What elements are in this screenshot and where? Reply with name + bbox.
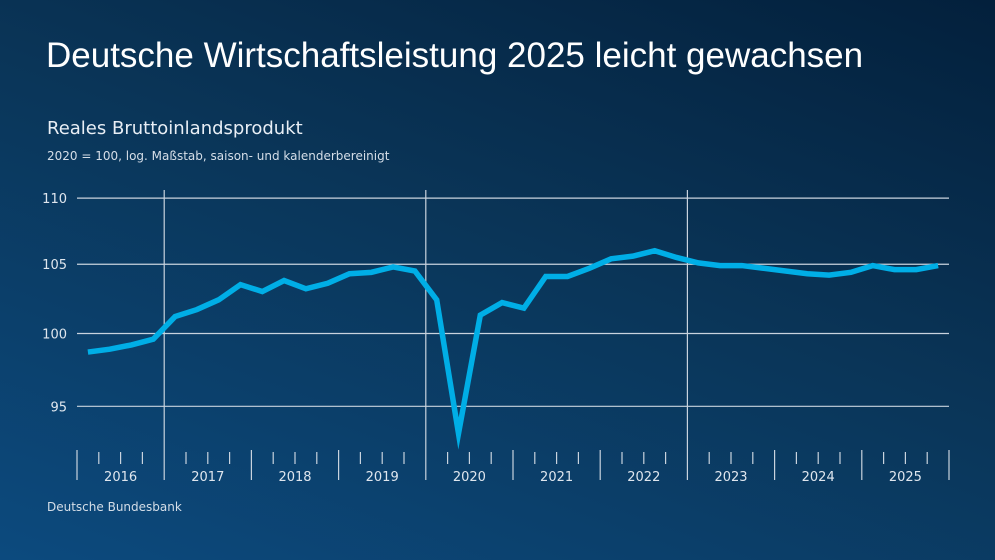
x-tick-label: 2025 bbox=[889, 470, 922, 485]
y-tick-label: 100 bbox=[42, 328, 67, 343]
x-tick-label: 2024 bbox=[802, 470, 835, 485]
x-tick-label: 2019 bbox=[366, 470, 399, 485]
x-tick-label: 2017 bbox=[191, 470, 224, 485]
y-tick-label: 110 bbox=[42, 192, 67, 207]
x-tick-label: 2022 bbox=[627, 470, 660, 485]
x-tick-label: 2016 bbox=[104, 470, 137, 485]
y-tick-label: 105 bbox=[42, 258, 67, 273]
x-tick-label: 2021 bbox=[540, 470, 573, 485]
page-title: Deutsche Wirtschaftsleistung 2025 leicht… bbox=[46, 36, 864, 75]
x-tick-label: 2023 bbox=[714, 470, 747, 485]
source-label: Deutsche Bundesbank bbox=[47, 500, 182, 514]
x-tick-label: 2020 bbox=[453, 470, 486, 485]
y-tick-label: 95 bbox=[50, 400, 67, 415]
chart-subtitle: 2020 = 100, log. Maßstab, saison- und ka… bbox=[47, 149, 390, 163]
x-tick-label: 2018 bbox=[278, 470, 311, 485]
gdp-series-line bbox=[87, 247, 939, 450]
chart-title: Reales Bruttoinlandsprodukt bbox=[47, 118, 303, 139]
